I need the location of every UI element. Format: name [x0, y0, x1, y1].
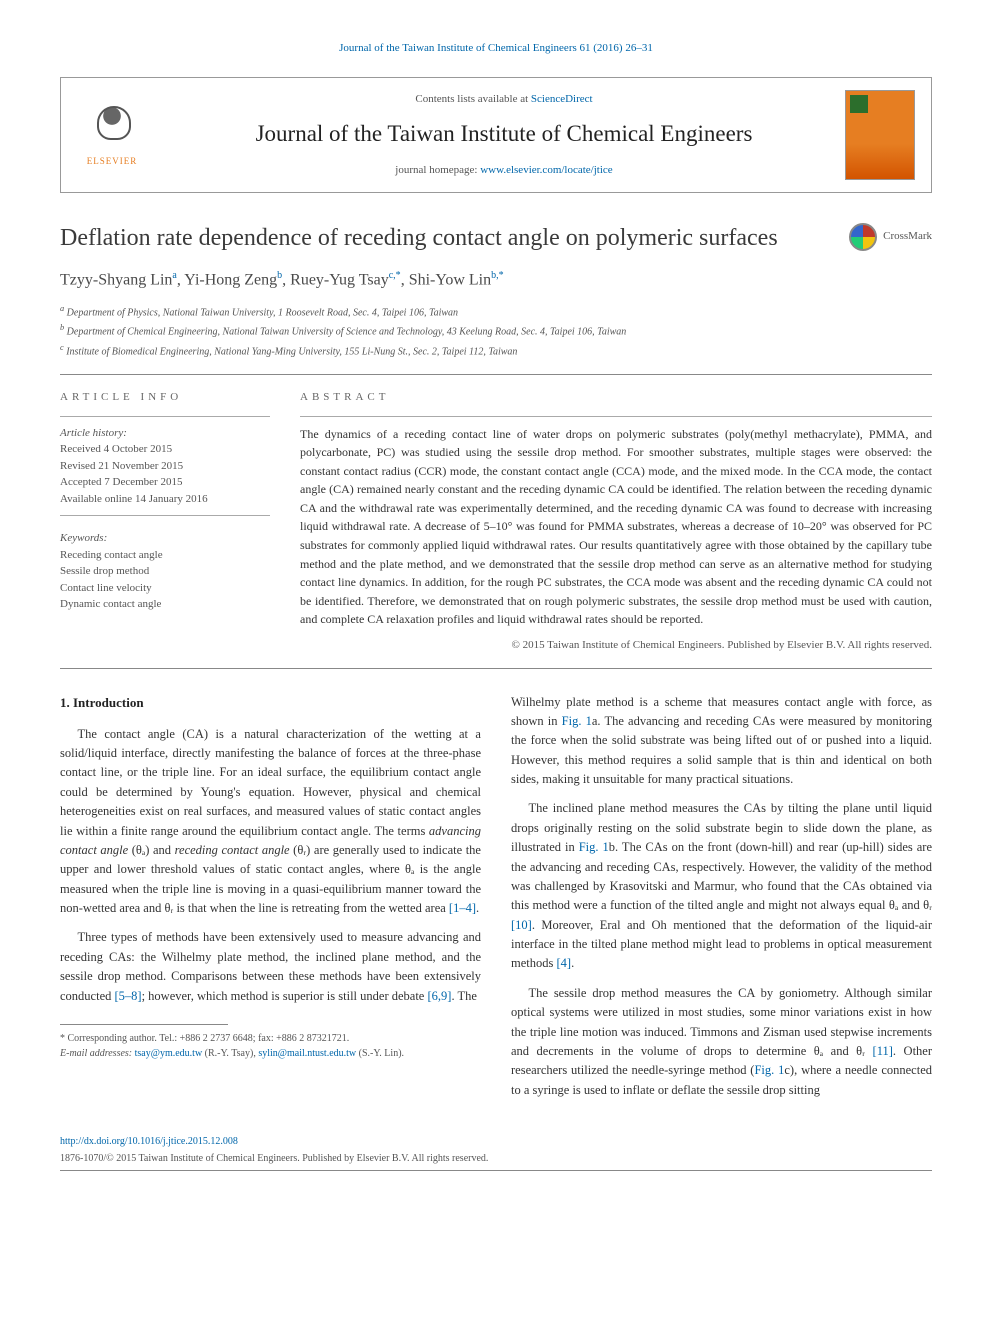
intro-p3: Wilhelmy plate method is a scheme that m…	[511, 693, 932, 790]
contents-prefix: Contents lists available at	[415, 93, 530, 105]
intro-heading: 1. Introduction	[60, 693, 481, 713]
intro-p2: Three types of methods have been extensi…	[60, 928, 481, 1006]
author-2-sup: b	[277, 270, 282, 281]
crossmark-badge[interactable]: CrossMark	[849, 223, 932, 251]
elsevier-tree-icon	[87, 101, 137, 151]
intro-p4-ref1[interactable]: [10]	[511, 918, 532, 932]
intro-p4: The inclined plane method measures the C…	[511, 799, 932, 973]
intro-p4-d: .	[571, 956, 574, 970]
keyword-4: Dynamic contact angle	[60, 596, 270, 613]
author-3: Ruey-Yug Tsay	[290, 271, 389, 288]
article-title: Deflation rate dependence of receding co…	[60, 223, 778, 254]
rule-below-abstract	[60, 668, 932, 669]
intro-p4-fig[interactable]: Fig. 1	[579, 840, 609, 854]
top-citation[interactable]: Journal of the Taiwan Institute of Chemi…	[60, 40, 932, 57]
keyword-1: Receding contact angle	[60, 547, 270, 564]
affiliation-c: c Institute of Biomedical Engineering, N…	[60, 341, 932, 360]
history-online: Available online 14 January 2016	[60, 491, 270, 508]
intro-p2-ref2[interactable]: [6,9]	[427, 989, 451, 1003]
intro-p1-b: (θₐ) and	[128, 843, 174, 857]
affiliation-b-text: Department of Chemical Engineering, Nati…	[67, 327, 627, 338]
body-columns: 1. Introduction The contact angle (CA) i…	[60, 693, 932, 1111]
intro-p5-fig[interactable]: Fig. 1	[754, 1063, 784, 1077]
crossmark-icon	[849, 223, 877, 251]
author-4: Shi-Yow Lin	[409, 271, 491, 288]
abstract-copyright: © 2015 Taiwan Institute of Chemical Engi…	[300, 637, 932, 654]
abstract-rule	[300, 416, 932, 417]
doi-link[interactable]: http://dx.doi.org/10.1016/j.jtice.2015.1…	[60, 1134, 932, 1149]
crossmark-label: CrossMark	[883, 228, 932, 245]
title-row: Deflation rate dependence of receding co…	[60, 223, 932, 254]
affiliations: a Department of Physics, National Taiwan…	[60, 302, 932, 360]
intro-p2-ref1[interactable]: [5–8]	[115, 989, 142, 1003]
email-2-who: (S.-Y. Lin).	[356, 1048, 404, 1059]
homepage-link[interactable]: www.elsevier.com/locate/jtice	[480, 164, 612, 176]
intro-p1-rec: receding contact angle	[175, 843, 290, 857]
keyword-2: Sessile drop method	[60, 563, 270, 580]
right-column: Wilhelmy plate method is a scheme that m…	[511, 693, 932, 1111]
history-revised: Revised 21 November 2015	[60, 458, 270, 475]
homepage-prefix: journal homepage:	[395, 164, 480, 176]
email-1-who: (R.-Y. Tsay),	[202, 1048, 258, 1059]
left-column: 1. Introduction The contact angle (CA) i…	[60, 693, 481, 1111]
intro-p1-a: The contact angle (CA) is a natural char…	[60, 727, 481, 838]
affiliation-b: b Department of Chemical Engineering, Na…	[60, 321, 932, 340]
authors-line: Tzyy-Shyang Lina, Yi-Hong Zengb, Ruey-Yu…	[60, 268, 932, 292]
footnote-rule	[60, 1024, 228, 1025]
affiliation-a: a Department of Physics, National Taiwan…	[60, 302, 932, 321]
history-label: Article history:	[60, 425, 270, 442]
history-received: Received 4 October 2015	[60, 441, 270, 458]
author-1-sup: a	[172, 270, 176, 281]
article-info-column: ARTICLE INFO Article history: Received 4…	[60, 389, 270, 654]
history-accepted: Accepted 7 December 2015	[60, 474, 270, 491]
info-rule-1	[60, 416, 270, 417]
journal-cover-thumbnail[interactable]	[845, 90, 915, 180]
intro-p4-ref2[interactable]: [4]	[556, 956, 571, 970]
intro-p5-ref[interactable]: [11]	[873, 1044, 893, 1058]
author-3-sup: c,*	[389, 270, 401, 281]
author-2: Yi-Hong Zeng	[184, 271, 277, 288]
elsevier-label: ELSEVIER	[87, 155, 138, 169]
intro-p1-d: .	[476, 901, 479, 915]
author-4-sup: b,*	[491, 270, 504, 281]
email-2[interactable]: sylin@mail.ntust.edu.tw	[258, 1048, 356, 1059]
keywords-label: Keywords:	[60, 530, 270, 547]
intro-p3-fig[interactable]: Fig. 1	[562, 714, 592, 728]
affiliation-c-text: Institute of Biomedical Engineering, Nat…	[66, 346, 517, 357]
sciencedirect-link[interactable]: ScienceDirect	[531, 93, 593, 105]
email-1[interactable]: tsay@ym.edu.tw	[135, 1048, 203, 1059]
email-line: E-mail addresses: tsay@ym.edu.tw (R.-Y. …	[60, 1046, 481, 1061]
intro-p5: The sessile drop method measures the CA …	[511, 984, 932, 1100]
bottom-rule	[60, 1170, 932, 1171]
affiliation-a-text: Department of Physics, National Taiwan U…	[67, 307, 458, 318]
elsevier-logo: ELSEVIER	[77, 95, 147, 175]
journal-homepage: journal homepage: www.elsevier.com/locat…	[163, 162, 845, 179]
info-rule-2	[60, 515, 270, 516]
info-abstract-row: ARTICLE INFO Article history: Received 4…	[60, 389, 932, 654]
keyword-3: Contact line velocity	[60, 580, 270, 597]
intro-p1: The contact angle (CA) is a natural char…	[60, 725, 481, 919]
contents-line: Contents lists available at ScienceDirec…	[163, 91, 845, 108]
intro-p5-a: The sessile drop method measures the CA …	[511, 986, 932, 1058]
journal-header: ELSEVIER Contents lists available at Sci…	[60, 77, 932, 193]
abstract-text: The dynamics of a receding contact line …	[300, 425, 932, 630]
intro-p2-b: ; however, which method is superior is s…	[142, 989, 428, 1003]
corresponding-footnote: * Corresponding author. Tel.: +886 2 273…	[60, 1031, 481, 1061]
issn-line: 1876-1070/© 2015 Taiwan Institute of Che…	[60, 1151, 932, 1166]
author-1: Tzyy-Shyang Lin	[60, 271, 172, 288]
rule-above-abstract	[60, 374, 932, 375]
header-center: Contents lists available at ScienceDirec…	[163, 91, 845, 179]
abstract-column: ABSTRACT The dynamics of a receding cont…	[300, 389, 932, 654]
corr-label: * Corresponding author. Tel.: +886 2 273…	[60, 1031, 481, 1046]
article-info-heading: ARTICLE INFO	[60, 389, 270, 406]
abstract-heading: ABSTRACT	[300, 389, 932, 406]
intro-p1-ref[interactable]: [1–4]	[449, 901, 476, 915]
journal-name: Journal of the Taiwan Institute of Chemi…	[163, 117, 845, 152]
email-label: E-mail addresses:	[60, 1048, 132, 1059]
intro-p2-c: . The	[451, 989, 476, 1003]
